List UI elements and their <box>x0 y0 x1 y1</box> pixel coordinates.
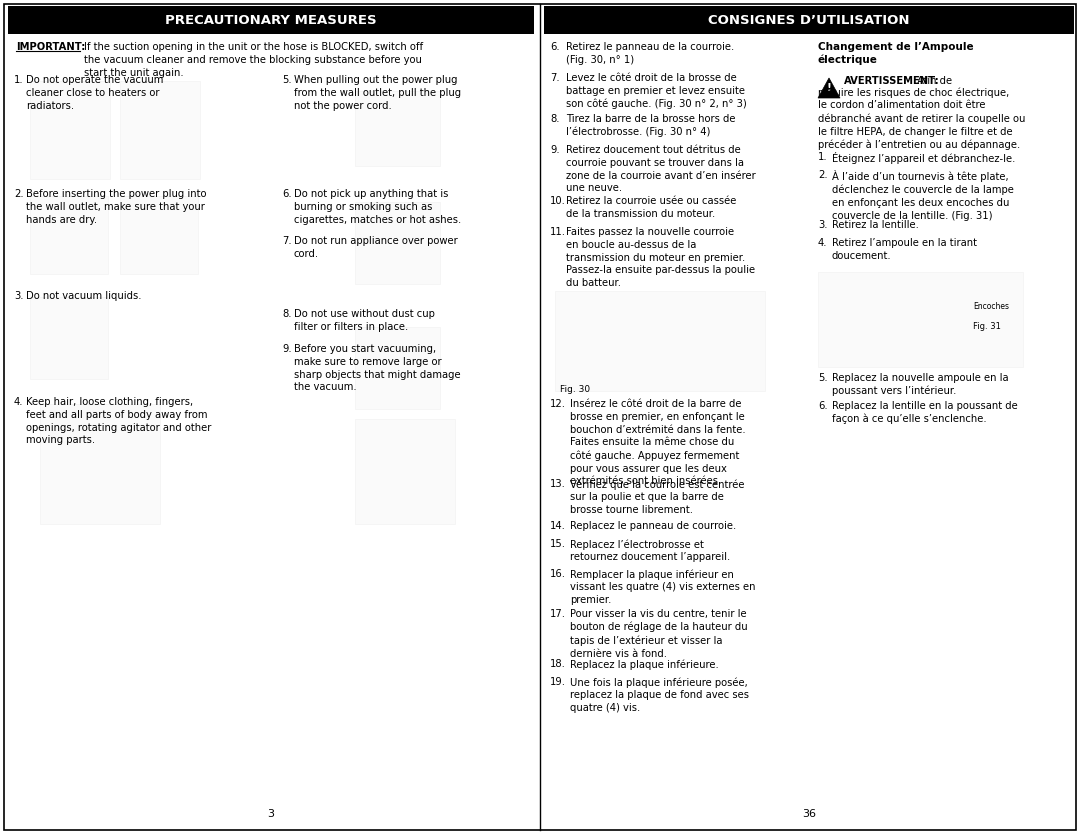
Text: 2.: 2. <box>818 170 827 180</box>
Text: 12.: 12. <box>550 399 566 409</box>
FancyBboxPatch shape <box>544 6 1074 34</box>
Text: 4.: 4. <box>14 397 24 407</box>
FancyBboxPatch shape <box>355 327 440 409</box>
Text: 16.: 16. <box>550 569 566 579</box>
Text: 7.: 7. <box>550 73 559 83</box>
FancyBboxPatch shape <box>355 419 455 524</box>
Text: Retirez la lentille.: Retirez la lentille. <box>832 220 919 230</box>
Text: Une fois la plaque inférieure posée,
replacez la plaque de fond avec ses
quatre : Une fois la plaque inférieure posée, rep… <box>570 677 750 713</box>
Text: 17.: 17. <box>550 609 566 619</box>
FancyBboxPatch shape <box>355 91 440 166</box>
Text: Éteignez l’appareil et débranchez-le.: Éteignez l’appareil et débranchez-le. <box>832 152 1015 164</box>
Polygon shape <box>818 78 840 98</box>
Text: Replacez la lentille en la poussant de
façon à ce qu’elle s’enclenche.: Replacez la lentille en la poussant de f… <box>832 401 1017 425</box>
Text: 6.: 6. <box>550 42 559 52</box>
Text: Retirez l’ampoule en la tirant
doucement.: Retirez l’ampoule en la tirant doucement… <box>832 238 977 261</box>
FancyBboxPatch shape <box>30 81 110 179</box>
Text: When pulling out the power plug
from the wall outlet, pull the plug
not the powe: When pulling out the power plug from the… <box>294 75 461 111</box>
FancyBboxPatch shape <box>30 297 108 379</box>
Text: Tirez la barre de la brosse hors de
l’électrobrosse. (Fig. 30 n° 4): Tirez la barre de la brosse hors de l’él… <box>566 114 735 138</box>
FancyBboxPatch shape <box>40 404 160 524</box>
Text: Insérez le côté droit de la barre de
brosse en premier, en enfonçant le
bouchon : Insérez le côté droit de la barre de bro… <box>570 399 745 486</box>
Text: 6.: 6. <box>282 189 292 199</box>
Text: Retirez le panneau de la courroie.
(Fig. 30, n° 1): Retirez le panneau de la courroie. (Fig.… <box>566 42 734 65</box>
Text: 2.: 2. <box>14 189 24 199</box>
FancyBboxPatch shape <box>355 202 440 284</box>
Text: If the suction opening in the unit or the hose is BLOCKED, switch off
the vacuum: If the suction opening in the unit or th… <box>84 42 423 78</box>
Text: Faites passez la nouvelle courroie
en boucle au-dessus de la
transmission du mot: Faites passez la nouvelle courroie en bo… <box>566 227 755 289</box>
Text: Retirez la courroie usée ou cassée
de la transmission du moteur.: Retirez la courroie usée ou cassée de la… <box>566 196 737 219</box>
Text: À l’aide d’un tournevis à tête plate,
déclenchez le couvercle de la lampe
en enf: À l’aide d’un tournevis à tête plate, dé… <box>832 170 1014 221</box>
Text: Do not run appliance over power
cord.: Do not run appliance over power cord. <box>294 236 458 259</box>
Text: Vérifiez que la courroie est centrée
sur la poulie et que la barre de
brosse tou: Vérifiez que la courroie est centrée sur… <box>570 479 744 515</box>
Text: PRECAUTIONARY MEASURES: PRECAUTIONARY MEASURES <box>165 13 377 27</box>
FancyBboxPatch shape <box>818 272 1023 367</box>
Text: 14.: 14. <box>550 521 566 531</box>
Text: Do not pick up anything that is
burning or smoking such as
cigarettes, matches o: Do not pick up anything that is burning … <box>294 189 461 224</box>
FancyBboxPatch shape <box>30 196 108 274</box>
Text: Remplacer la plaque inférieur en
vissant les quatre (4) vis externes en
premier.: Remplacer la plaque inférieur en vissant… <box>570 569 756 605</box>
Text: 9.: 9. <box>550 145 559 155</box>
Text: 8.: 8. <box>282 309 292 319</box>
Text: 10.: 10. <box>550 196 566 206</box>
Text: Replacez le panneau de courroie.: Replacez le panneau de courroie. <box>570 521 737 531</box>
Text: 5.: 5. <box>282 75 292 85</box>
Text: 8.: 8. <box>550 114 559 124</box>
Text: Before you start vacuuming,
make sure to remove large or
sharp objects that migh: Before you start vacuuming, make sure to… <box>294 344 461 393</box>
Text: IMPORTANT:: IMPORTANT: <box>16 42 85 52</box>
Text: 3.: 3. <box>818 220 827 230</box>
Text: Pour visser la vis du centre, tenir le
bouton de réglage de la hauteur du
tapis : Pour visser la vis du centre, tenir le b… <box>570 609 747 659</box>
Text: Retirez doucement tout détritus de
courroie pouvant se trouver dans la
zone de l: Retirez doucement tout détritus de courr… <box>566 145 756 193</box>
Text: 13.: 13. <box>550 479 566 489</box>
Text: Keep hair, loose clothing, fingers,
feet and all parts of body away from
opening: Keep hair, loose clothing, fingers, feet… <box>26 397 212 445</box>
Text: Replacez la nouvelle ampoule en la
poussant vers l’intérieur.: Replacez la nouvelle ampoule en la pouss… <box>832 373 1009 396</box>
Text: 7.: 7. <box>282 236 292 246</box>
Text: Do not use without dust cup
filter or filters in place.: Do not use without dust cup filter or fi… <box>294 309 435 332</box>
Text: Fig. 31: Fig. 31 <box>973 322 1001 331</box>
Text: réduire les risques de choc électrique,
le cordon d’alimentation doit être
débra: réduire les risques de choc électrique, … <box>818 87 1025 150</box>
Text: Levez le côté droit de la brosse de
battage en premier et levez ensuite
son côté: Levez le côté droit de la brosse de batt… <box>566 73 746 109</box>
Text: 9.: 9. <box>282 344 292 354</box>
FancyBboxPatch shape <box>120 196 198 274</box>
Text: 6.: 6. <box>818 401 827 411</box>
Text: AVERTISSEMENT:: AVERTISSEMENT: <box>843 76 940 86</box>
FancyBboxPatch shape <box>120 81 200 179</box>
Text: Do not vacuum liquids.: Do not vacuum liquids. <box>26 291 141 301</box>
Text: Encoches: Encoches <box>973 302 1009 311</box>
Text: 18.: 18. <box>550 659 566 669</box>
Text: Fig. 30: Fig. 30 <box>561 385 590 394</box>
Text: 19.: 19. <box>550 677 566 687</box>
Text: !: ! <box>826 83 832 93</box>
Text: CONSIGNES D’UTILISATION: CONSIGNES D’UTILISATION <box>708 13 909 27</box>
Text: Afin de: Afin de <box>914 76 953 86</box>
Text: 1.: 1. <box>14 75 24 85</box>
Text: Replacez l’électrobrosse et
retournez doucement l’appareil.: Replacez l’électrobrosse et retournez do… <box>570 539 730 562</box>
Text: 4.: 4. <box>818 238 827 248</box>
Text: 36: 36 <box>802 809 816 819</box>
FancyBboxPatch shape <box>555 291 765 391</box>
Text: Do not operate the vacuum
cleaner close to heaters or
radiators.: Do not operate the vacuum cleaner close … <box>26 75 163 111</box>
FancyBboxPatch shape <box>8 6 534 34</box>
Text: Before inserting the power plug into
the wall outlet, make sure that your
hands : Before inserting the power plug into the… <box>26 189 206 224</box>
Text: 11.: 11. <box>550 227 566 237</box>
Text: 15.: 15. <box>550 539 566 549</box>
Text: 1.: 1. <box>818 152 827 162</box>
Text: 3.: 3. <box>14 291 24 301</box>
Text: 5.: 5. <box>818 373 827 383</box>
Text: Replacez la plaque inférieure.: Replacez la plaque inférieure. <box>570 659 719 670</box>
Text: Changement de l’Ampoule
électrique: Changement de l’Ampoule électrique <box>818 42 974 65</box>
Text: 3: 3 <box>268 809 274 819</box>
